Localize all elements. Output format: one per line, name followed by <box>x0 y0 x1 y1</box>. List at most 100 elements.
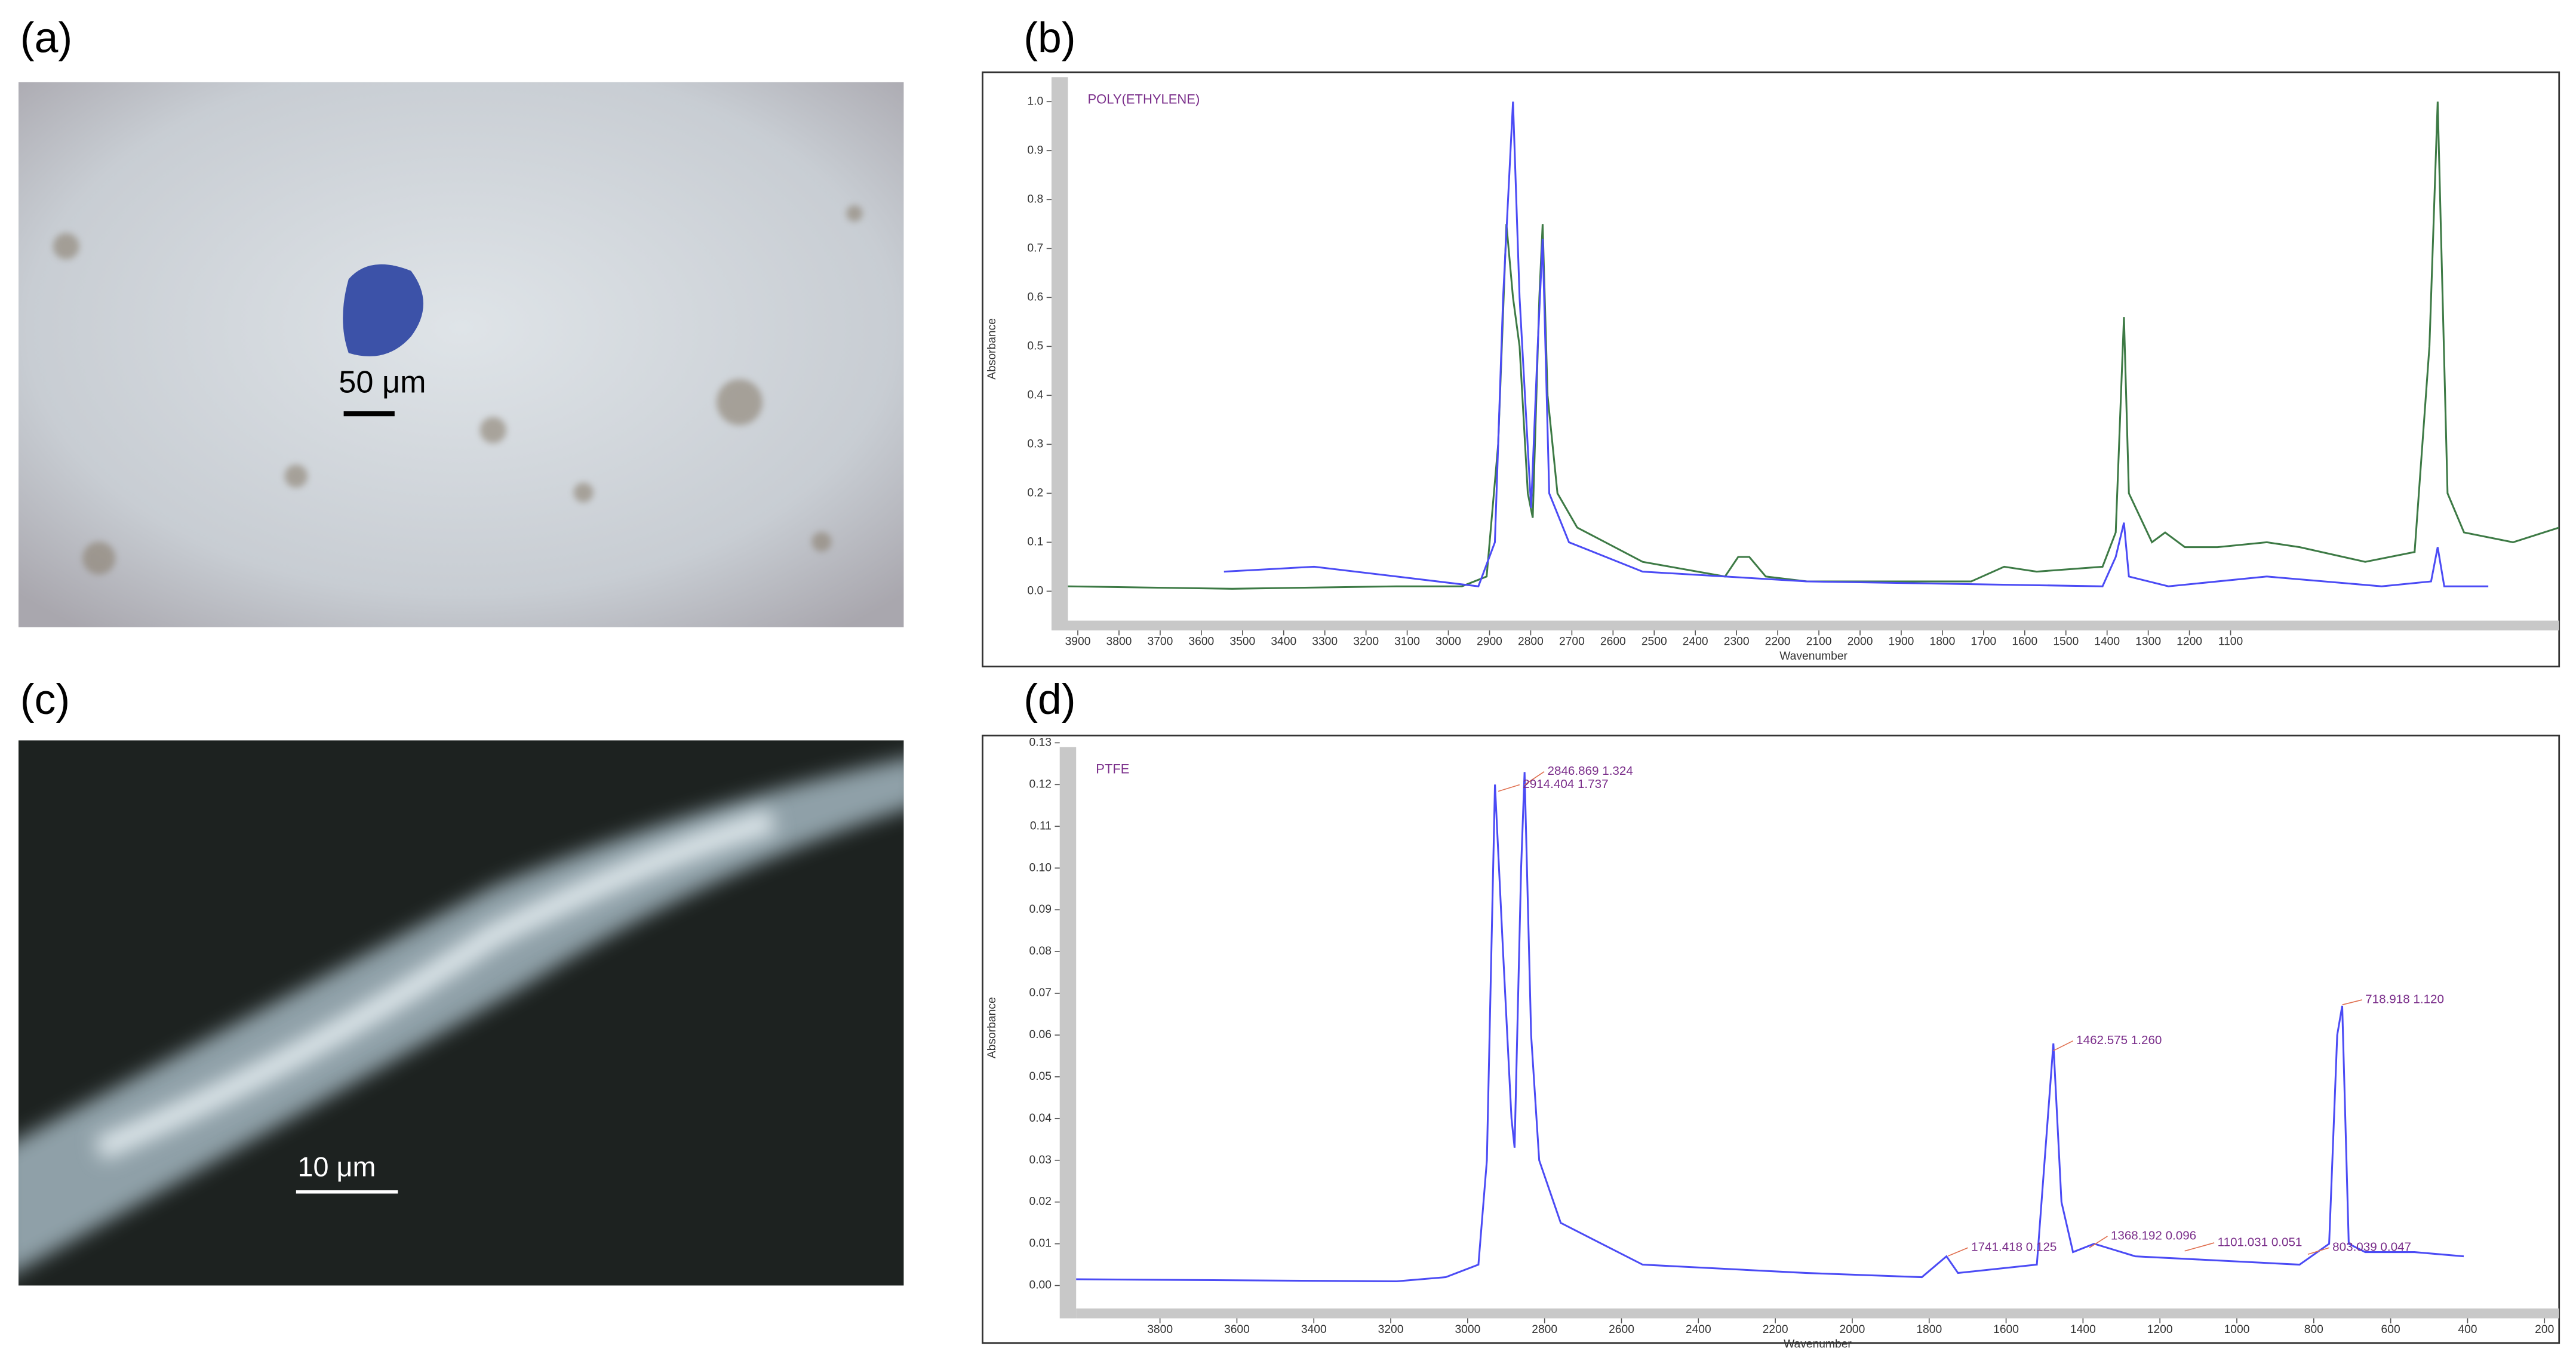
x-tick-label: 3900 <box>1065 635 1091 648</box>
y-tick-label: 0.2 <box>1027 487 1043 499</box>
peak-annotation: 2846.869 1.324 <box>1548 764 1633 778</box>
x-tick-label: 1600 <box>2012 635 2037 648</box>
x-tick-label: 3600 <box>1224 1323 1250 1336</box>
x-tick-label: 2200 <box>1763 1323 1788 1336</box>
x-tick-label: 1900 <box>1889 635 1914 648</box>
axis-band <box>1051 77 1068 631</box>
x-tick-label: 3400 <box>1301 1323 1327 1336</box>
x-tick-label: 2600 <box>1600 635 1626 648</box>
x-tick-label: 1800 <box>1916 1323 1942 1336</box>
x-tick-label: 1400 <box>2070 1323 2096 1336</box>
x-tick-label: 1300 <box>2135 635 2161 648</box>
y-tick-label: 0.11 <box>1030 820 1052 832</box>
x-tick-label: 2800 <box>1532 1323 1557 1336</box>
annotation-leader <box>1524 771 1545 786</box>
x-tick-label: 3000 <box>1455 1323 1480 1336</box>
y-tick-label: 0.01 <box>1029 1237 1051 1250</box>
annotation-leader <box>1498 784 1520 792</box>
chart: 0.00 0.01 0.02 0.03 0.04 0.05 0.06 0.07 0.08 0.09… <box>982 734 2560 1351</box>
peak-annotation: 1101.031 0.051 <box>2218 1235 2303 1249</box>
axis-band <box>1068 620 2559 631</box>
y-tick-label: 0.3 <box>1027 438 1043 450</box>
x-axis-label: Wavenumber <box>1779 650 1848 663</box>
x-tick-label: 3800 <box>1106 635 1132 648</box>
x-tick-label: 2500 <box>1641 635 1667 648</box>
x-tick-label: 400 <box>2458 1323 2477 1336</box>
x-tick-label: 2000 <box>1840 1323 1865 1336</box>
x-tick-label: 2600 <box>1609 1323 1634 1336</box>
x-tick-label: 1200 <box>2147 1323 2173 1336</box>
x-tick-label: 3100 <box>1394 635 1420 648</box>
x-tick-label: 1600 <box>1993 1323 2019 1336</box>
x-tick-label: 1200 <box>2177 635 2202 648</box>
x-tick-label: 3800 <box>1147 1323 1173 1336</box>
x-tick-label: 3600 <box>1188 635 1214 648</box>
y-tick-label: 0.6 <box>1027 291 1043 303</box>
x-tick-label: 1100 <box>2218 635 2243 648</box>
axis-band <box>1076 1308 2559 1319</box>
x-tick-label: 600 <box>2381 1323 2400 1336</box>
x-tick-label: 1700 <box>1971 635 1996 648</box>
x-tick-label: 2200 <box>1765 635 1791 648</box>
x-tick-label: 200 <box>2535 1323 2554 1336</box>
x-axis-label: Wavenumber <box>1784 1338 1852 1351</box>
scale-bar-label: 50 μm <box>339 365 426 399</box>
micrograph-c: 10 μm <box>19 740 904 1286</box>
peak-annotation: 718.918 1.120 <box>2365 992 2444 1006</box>
y-tick-label: 0.9 <box>1027 144 1043 156</box>
annotation-leader <box>2089 1236 2108 1248</box>
panel-label: (d) <box>1023 676 1075 723</box>
y-tick-label: 0.07 <box>1029 987 1051 999</box>
peak-annotation: 803.039 0.047 <box>2332 1240 2411 1254</box>
y-tick-label: 0.06 <box>1029 1029 1051 1041</box>
y-tick-label: 0.0 <box>1027 584 1043 597</box>
annotation-leader <box>2307 1247 2329 1255</box>
y-tick-label: 0.4 <box>1027 389 1043 401</box>
scale-bar-label: 10 μm <box>298 1151 376 1183</box>
panel-label: (c) <box>20 676 70 723</box>
annotation-leader <box>2342 999 2362 1005</box>
y-tick-label: 0.08 <box>1029 945 1051 957</box>
y-tick-label: 0.05 <box>1029 1070 1051 1083</box>
x-tick-label: 3700 <box>1147 635 1173 648</box>
y-tick-label: 0.12 <box>1029 778 1051 790</box>
x-tick-label: 1000 <box>2224 1323 2250 1336</box>
spectrum-line <box>1224 101 2489 587</box>
chart-frame <box>982 734 2560 1344</box>
y-tick-label: 1.0 <box>1027 95 1043 107</box>
x-tick-label: 2100 <box>1806 635 1832 648</box>
y-axis-label: Absorbance <box>986 997 998 1058</box>
annotation-leader <box>1948 1247 1968 1257</box>
peak-annotation: 1368.192 0.096 <box>2111 1228 2196 1242</box>
y-tick-label: 0.04 <box>1029 1112 1052 1125</box>
x-tick-label: 2700 <box>1559 635 1585 648</box>
x-tick-label: 1400 <box>2094 635 2120 648</box>
peak-annotation: 2914.404 1.737 <box>1523 777 1608 791</box>
x-tick-label: 1800 <box>1929 635 1955 648</box>
y-tick-label: 0.09 <box>1029 903 1051 916</box>
x-tick-label: 3200 <box>1378 1323 1404 1336</box>
peak-annotation: 1462.575 1.260 <box>2076 1033 2162 1047</box>
x-tick-label: 2400 <box>1683 635 1708 648</box>
panel-label: (a) <box>20 14 72 62</box>
peak-annotation: 1741.418 0.125 <box>1971 1240 2057 1254</box>
x-tick-label: 3200 <box>1353 635 1379 648</box>
x-tick-label: 2000 <box>1848 635 1873 648</box>
x-tick-label: 1500 <box>2053 635 2079 648</box>
x-tick-label: 3300 <box>1312 635 1338 648</box>
y-tick-label: 0.8 <box>1027 193 1043 205</box>
y-tick-label: 0.1 <box>1027 535 1043 548</box>
x-tick-label: 3000 <box>1435 635 1461 648</box>
chart-title: POLY(ETHYLENE) <box>1087 92 1200 107</box>
x-tick-label: 2300 <box>1724 635 1750 648</box>
axis-band <box>1059 747 1077 1319</box>
chart: 0.0 0.1 0.2 0.3 0.4 0.5 0.6 0.7 0.8 0.9 1.0 3900 380… <box>982 71 2560 667</box>
x-tick-label: 800 <box>2304 1323 2323 1336</box>
y-tick-label: 0.10 <box>1029 861 1051 874</box>
chart-frame <box>982 71 2560 667</box>
annotation-leader <box>2184 1242 2215 1252</box>
y-axis-label: Absorbance <box>986 318 998 380</box>
x-tick-label: 2900 <box>1477 635 1502 648</box>
